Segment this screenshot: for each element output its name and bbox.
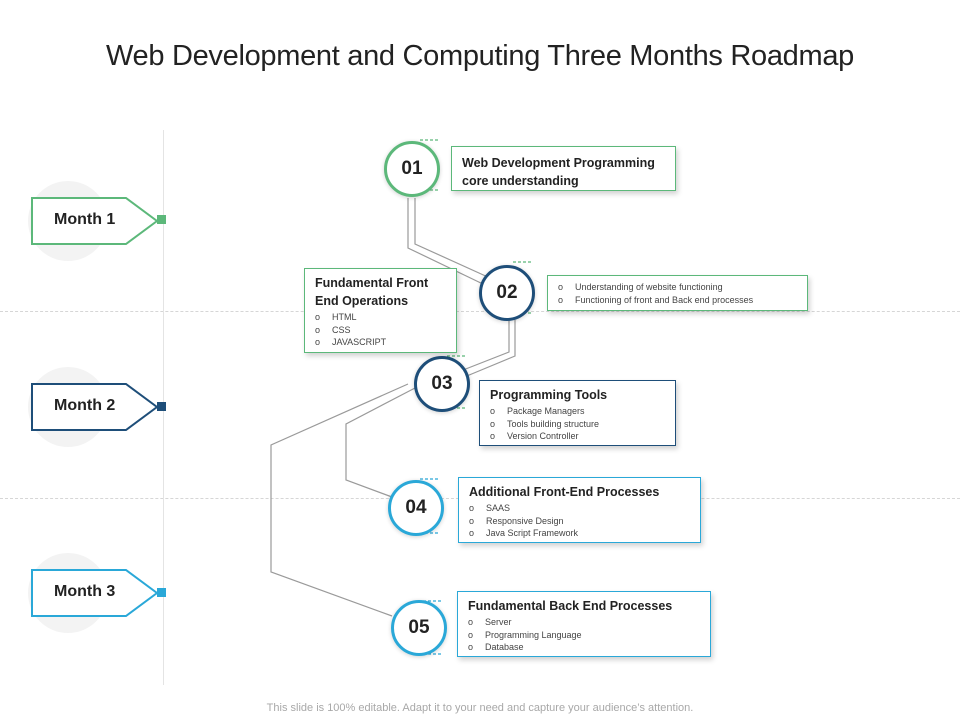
month-marker-1: Month 1	[28, 181, 160, 261]
month-arrow-shape	[31, 383, 159, 431]
list-item: Understanding of website functioning	[558, 281, 797, 294]
month-label: Month 2	[54, 397, 116, 414]
list-item: HTML	[315, 311, 446, 324]
step-items: SAAS Responsive Design Java Script Frame…	[469, 502, 690, 540]
month-2-square	[157, 402, 166, 411]
list-item: Package Managers	[490, 405, 665, 418]
list-item: Version Controller	[490, 430, 665, 443]
side-box-items: HTML CSS JAVASCRIPT	[315, 311, 446, 349]
step-items: Understanding of website functioning Fun…	[558, 281, 797, 306]
list-item: Java Script Framework	[469, 527, 690, 540]
step-circle-03: 03	[414, 356, 470, 412]
step-circle-01: 01	[384, 141, 440, 197]
month-label: Month 3	[54, 583, 116, 600]
list-item: CSS	[315, 324, 446, 337]
list-item: SAAS	[469, 502, 690, 515]
side-box-front-end: Fundamental Front End Operations HTML CS…	[304, 268, 457, 353]
step-circle-04: 04	[388, 480, 444, 536]
step-box-03: Programming Tools Package Managers Tools…	[479, 380, 676, 446]
step-box-01: Web Development Programming core underst…	[451, 146, 676, 191]
month-divider-1	[0, 311, 960, 312]
step-title: Fundamental Back End Processes	[468, 599, 673, 613]
month-marker-3: Month 3	[28, 553, 160, 633]
list-item: Functioning of front and Back end proces…	[558, 294, 797, 307]
month-arrow-shape	[31, 197, 159, 245]
step-title: Programming Tools	[490, 388, 608, 402]
list-item: Programming Language	[468, 629, 700, 642]
step-items: Server Programming Language Database	[468, 616, 700, 654]
step-title: Web Development Programming core underst…	[462, 156, 655, 188]
list-item: Server	[468, 616, 700, 629]
step-box-04: Additional Front-End Processes SAAS Resp…	[458, 477, 701, 543]
step-items: Package Managers Tools building structur…	[490, 405, 665, 443]
month-marker-2: Month 2	[28, 367, 160, 447]
list-item: Responsive Design	[469, 515, 690, 528]
list-item: Database	[468, 641, 700, 654]
step-box-05: Fundamental Back End Processes Server Pr…	[457, 591, 711, 657]
month-1-square	[157, 215, 166, 224]
step-circle-05: 05	[391, 600, 447, 656]
list-item: Tools building structure	[490, 418, 665, 431]
side-box-title: Fundamental Front End Operations	[315, 276, 429, 308]
step-circle-02: 02	[479, 265, 535, 321]
list-item: JAVASCRIPT	[315, 336, 446, 349]
page-title: Web Development and Computing Three Mont…	[105, 40, 855, 72]
month-arrow-shape	[31, 569, 159, 617]
month-label: Month 1	[54, 211, 116, 228]
step-box-02: Understanding of website functioning Fun…	[547, 275, 808, 311]
month-3-square	[157, 588, 166, 597]
step-title: Additional Front-End Processes	[469, 485, 660, 499]
footer-note: This slide is 100% editable. Adapt it to…	[266, 702, 694, 714]
